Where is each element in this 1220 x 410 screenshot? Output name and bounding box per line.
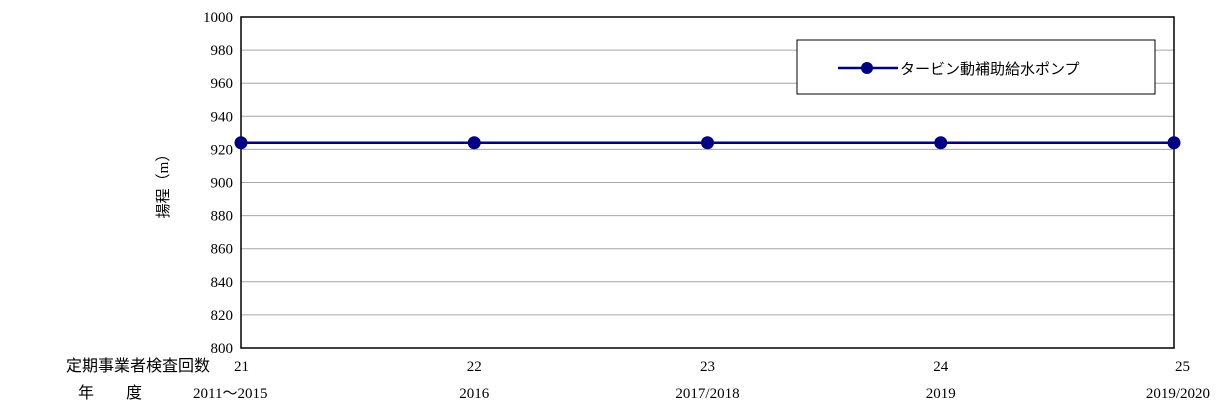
row-label-inspection: 定期事業者検査回数 bbox=[66, 357, 210, 375]
y-tick-label: 820 bbox=[211, 308, 234, 324]
legend-dot-marker bbox=[861, 62, 873, 74]
x-tick-label-year: 2017/2018 bbox=[675, 386, 739, 402]
x-tick-label-year: 2019 bbox=[926, 386, 956, 402]
y-tick-label: 800 bbox=[211, 341, 234, 357]
x-tick-label-inspection: 24 bbox=[933, 359, 949, 375]
series-group bbox=[234, 136, 1181, 150]
y-tick-label: 900 bbox=[211, 176, 234, 192]
data-point bbox=[1167, 136, 1181, 150]
y-axis-label: 揚程（m） bbox=[155, 147, 172, 219]
x-tick-label-inspection: 23 bbox=[700, 359, 715, 375]
y-tick-label: 920 bbox=[211, 142, 234, 158]
y-tick-label: 960 bbox=[211, 76, 234, 92]
legend: タービン動補助給水ポンプ bbox=[796, 39, 1156, 95]
y-tick-label: 860 bbox=[211, 242, 234, 258]
y-tick-label: 840 bbox=[211, 275, 234, 291]
data-point bbox=[934, 136, 948, 150]
x-axis-labels: 21 2011～2015 22 2016 23 2017/2018 24 2019 25 2019… bbox=[193, 359, 1210, 402]
x-tick-label-inspection: 22 bbox=[467, 359, 482, 375]
row-label-year: 年 度 bbox=[78, 384, 150, 402]
data-point bbox=[234, 136, 248, 150]
grid-lines bbox=[241, 49, 1174, 316]
x-tick-label-inspection: 25 bbox=[1175, 359, 1190, 375]
y-tick-label: 1000 bbox=[203, 10, 233, 26]
y-tick-label: 980 bbox=[211, 43, 234, 59]
x-tick-label-year: 2011～2015 bbox=[193, 386, 267, 402]
plot-area bbox=[240, 16, 1175, 349]
y-axis-ticks: 800 820 840 860 880 900 920 940 960 980 1000 bbox=[203, 10, 233, 357]
x-tick-label-year: 2016 bbox=[459, 386, 490, 402]
x-tick-label-year: 2019/2020 bbox=[1146, 386, 1210, 402]
y-tick-label: 880 bbox=[211, 209, 234, 225]
y-tick-label: 940 bbox=[211, 109, 234, 125]
data-point bbox=[701, 136, 714, 150]
legend-series-name: タービン動補助給水ポンプ bbox=[900, 61, 1080, 78]
x-tick-label-inspection: 21 bbox=[234, 359, 249, 375]
data-point bbox=[467, 136, 481, 150]
